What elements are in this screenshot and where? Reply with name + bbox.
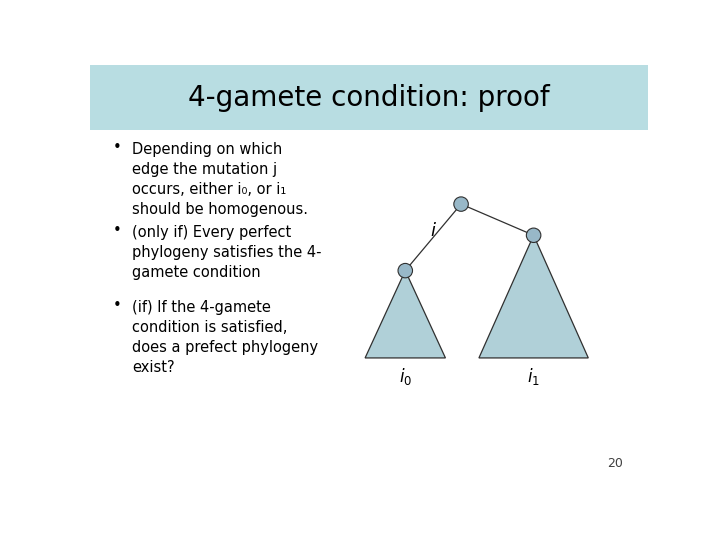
Text: edge the mutation j: edge the mutation j	[132, 161, 277, 177]
Text: gamete condition: gamete condition	[132, 265, 261, 280]
Text: 4-gamete condition: proof: 4-gamete condition: proof	[188, 84, 550, 112]
Text: exist?: exist?	[132, 360, 174, 375]
Polygon shape	[365, 271, 446, 358]
Ellipse shape	[398, 264, 413, 278]
Text: (if) If the 4-gamete: (if) If the 4-gamete	[132, 300, 271, 315]
Text: $i_1$: $i_1$	[527, 366, 540, 387]
Text: i: i	[431, 222, 436, 240]
Text: $i_0$: $i_0$	[399, 366, 412, 387]
Text: condition is satisfied,: condition is satisfied,	[132, 320, 287, 335]
Ellipse shape	[454, 197, 468, 211]
Text: should be homogenous.: should be homogenous.	[132, 201, 308, 217]
Text: does a prefect phylogeny: does a prefect phylogeny	[132, 340, 318, 355]
Polygon shape	[479, 235, 588, 358]
Text: •: •	[112, 140, 121, 154]
Text: phylogeny satisfies the 4-: phylogeny satisfies the 4-	[132, 245, 321, 260]
Text: (only if) Every perfect: (only if) Every perfect	[132, 225, 291, 240]
Text: 20: 20	[607, 457, 623, 470]
FancyBboxPatch shape	[90, 65, 648, 131]
Text: Depending on which: Depending on which	[132, 141, 282, 157]
Text: occurs, either i₀, or i₁: occurs, either i₀, or i₁	[132, 181, 286, 197]
Ellipse shape	[526, 228, 541, 242]
Text: •: •	[112, 298, 121, 313]
Text: •: •	[112, 223, 121, 238]
